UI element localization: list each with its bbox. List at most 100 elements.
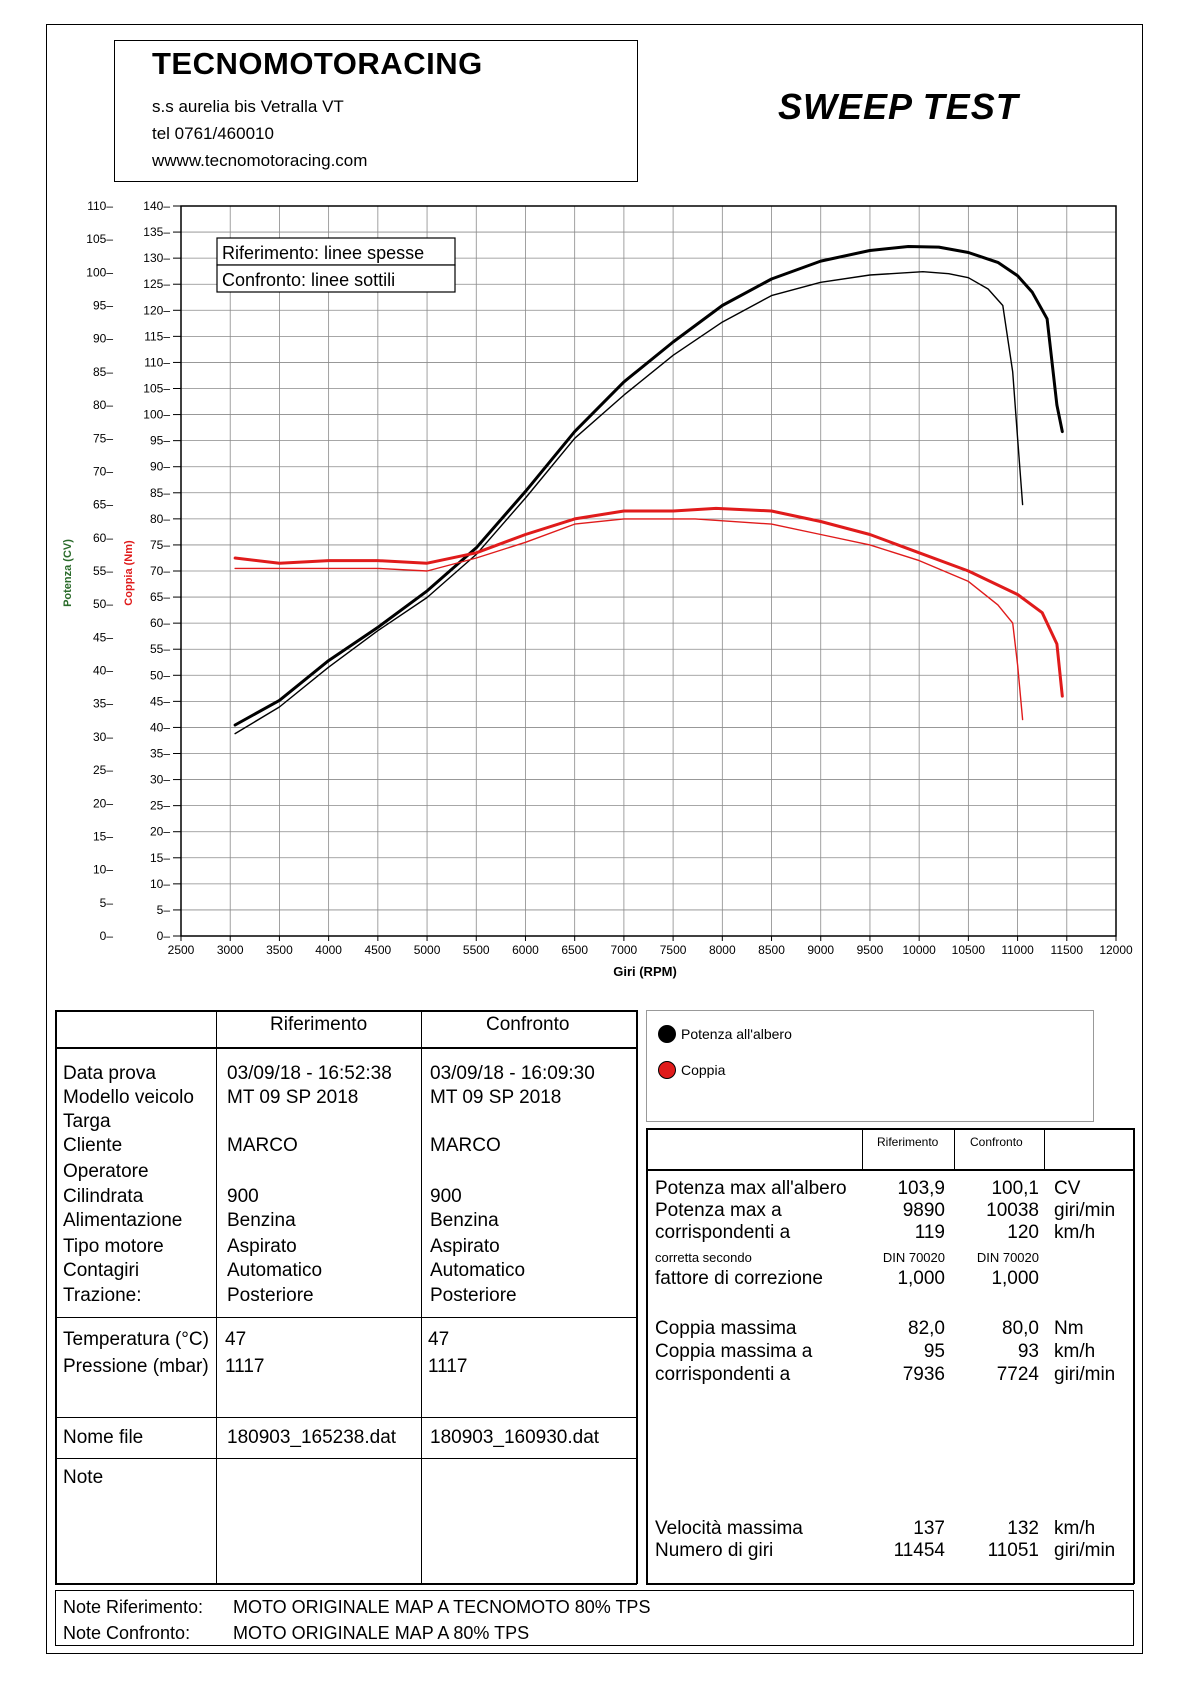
series-legend [646,1010,1094,1122]
power-tick-label: 65– [93,498,113,512]
torque-tick-label: 130– [143,251,170,265]
x-tick-label: 4000 [315,943,342,957]
perf-conf-value: 93 [1017,1341,1039,1362]
torque-tick-label: 75– [150,538,170,552]
test-title: SWEEP TEST [778,86,1019,127]
x-tick-label: 3500 [266,943,293,957]
chart-grid [180,205,1117,937]
perf-ref-value: DIN 70020 [882,1250,945,1265]
x-tick-label: 9500 [857,943,884,957]
torque-tick-label: 25– [150,799,170,813]
perf-label: corrispondenti a [655,1222,791,1243]
torque-tick-label: 50– [150,668,170,682]
torque-tick-label: 95– [150,434,170,448]
x-tick-label: 12000 [1099,943,1133,957]
perf-label: Coppia massima [655,1318,797,1339]
perf-ref-value: 9890 [902,1200,945,1221]
chart-ticks: 2500 3000 3500 4000 4500 5000 5500 6000 6500 7000… [86,199,1133,957]
torque-tick-label: 140– [143,199,170,213]
perf-conf-value: 10038 [986,1200,1039,1221]
company-name: TECNOMOTORACING [152,46,483,81]
power-tick-label: 5– [100,896,114,910]
perf-conf-value: 132 [1007,1518,1039,1539]
perf-ref-value: 7936 [902,1364,945,1385]
power-tick-label: 55– [93,564,113,578]
dyno-chart: 2500 3000 3500 4000 4500 5000 5500 6000 6500 7000… [62,199,1133,979]
power-tick-label: 20– [93,796,113,810]
note-conf-text: MOTO ORIGINALE MAP A 80% TPS [233,1623,530,1643]
x-tick-label: 7000 [611,943,638,957]
company-box [114,40,638,182]
power-tick-label: 105– [86,232,113,246]
x-tick-label: 11000 [1001,943,1034,957]
perf-label: Numero di giri [655,1540,774,1561]
info-conf-value: Posteriore [430,1285,517,1306]
info-ref-value: 900 [227,1186,259,1207]
info-conf-value: MARCO [430,1135,501,1156]
torque-tick-label: 135– [143,225,170,239]
info-conf-value: 900 [430,1186,462,1207]
legend-compare-text: Confronto: linee sottili [222,270,395,290]
info-label: Operatore [63,1161,149,1182]
power-curve-compare [234,271,1024,735]
torque-tick-label: 30– [150,773,170,787]
y-axis-label-torque: Coppia (Nm) [123,540,135,606]
info-ref-value: MT 09 SP 2018 [227,1087,359,1108]
torque-tick-label: 125– [143,277,170,291]
company-address: s.s aurelia bis Vetralla VT [152,97,344,116]
info-ref-value: 03/09/18 - 16:52:38 [227,1063,392,1084]
info-ref-value: Automatico [227,1260,323,1281]
torque-tick-label: 15– [150,851,170,865]
perf-unit: km/h [1054,1518,1096,1539]
col-header-reference: Riferimento [270,1014,368,1035]
power-tick-label: 70– [93,464,113,478]
torque-tick-label: 10– [150,877,170,891]
info-ref-value: MARCO [227,1135,298,1156]
page-frame [46,24,1143,1654]
power-tick-label: 35– [93,697,113,711]
perf-ref-value: 82,0 [908,1318,945,1339]
perf-ref-value: 95 [923,1341,945,1362]
info-ref-value: Aspirato [227,1236,297,1257]
torque-tick-label: 0– [157,929,171,943]
torque-tick-label: 35– [150,747,170,761]
torque-tick-label: 105– [143,382,170,396]
info-conf-value: Aspirato [430,1236,500,1257]
torque-tick-label: 20– [150,825,170,839]
power-tick-label: 10– [93,863,113,877]
perf-unit: km/h [1054,1341,1096,1362]
plot-border [180,205,1117,937]
torque-tick-label: 110– [144,355,170,369]
x-tick-label: 3000 [217,943,244,957]
torque-curve-reference [233,506,1064,698]
env-label-pressure: Pressione (mbar) [63,1356,209,1377]
torque-tick-label: 85– [150,486,170,500]
x-axis-label: Giri (RPM) [613,964,677,979]
perf-conf-value: 7724 [996,1364,1039,1385]
power-legend-label: Potenza all'albero [681,1026,792,1042]
power-legend-dot [658,1025,676,1043]
perf-conf-value: 80,0 [1002,1318,1039,1339]
power-tick-label: 40– [93,664,113,678]
torque-tick-label: 60– [150,616,170,630]
file-conf: 180903_160930.dat [430,1427,600,1448]
x-tick-label: 9000 [807,943,834,957]
torque-tick-label: 90– [150,460,170,474]
legend-reference-text: Riferimento: linee spesse [222,243,424,263]
x-tick-label: 5500 [463,943,490,957]
company-phone: tel 0761/460010 [152,124,274,143]
x-tick-label: 11500 [1051,943,1084,957]
torque-tick-label: 115– [144,329,170,343]
info-label: Targa [63,1111,111,1132]
torque-tick-label: 5– [157,903,171,917]
col-header-compare: Confronto [486,1014,570,1035]
x-tick-label: 10500 [952,943,986,957]
info-conf-value: Benzina [430,1210,499,1231]
info-conf-value: 03/09/18 - 16:09:30 [430,1063,595,1084]
power-tick-label: 0– [100,929,114,943]
power-tick-label: 75– [93,431,113,445]
perf-conf-value: DIN 70020 [976,1250,1039,1265]
note-ref-text: MOTO ORIGINALE MAP A TECNOMOTO 80% TPS [233,1597,651,1617]
env-conf-pressure: 1117 [428,1356,468,1377]
info-ref-value: Posteriore [227,1285,314,1306]
